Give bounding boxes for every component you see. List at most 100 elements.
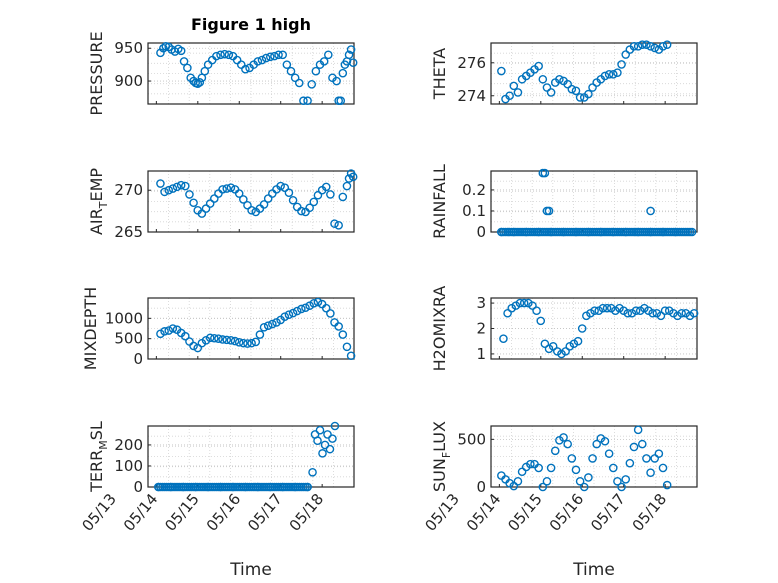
data-point — [575, 93, 585, 102]
data-point — [326, 309, 335, 318]
data-point — [176, 180, 186, 190]
data-point — [268, 319, 277, 329]
data-point — [617, 482, 626, 492]
data-point — [509, 481, 519, 491]
data-point — [278, 50, 288, 60]
data-point — [288, 195, 298, 205]
data-point — [181, 331, 190, 341]
data-point — [623, 308, 633, 318]
data-point — [534, 463, 543, 473]
data-point — [241, 64, 250, 74]
data-point — [334, 221, 343, 230]
data-point — [505, 91, 514, 101]
data-point — [534, 61, 543, 71]
data-point — [212, 51, 221, 61]
data-point — [538, 74, 548, 84]
data-point — [598, 303, 608, 313]
x-tick-label: 05/17 — [587, 490, 629, 535]
data-point — [540, 339, 550, 349]
axes-box — [490, 425, 698, 488]
data-point — [548, 341, 558, 351]
y-tick-label: 270 — [114, 181, 143, 199]
data-point — [315, 425, 325, 435]
y-tick-label: 100 — [114, 457, 143, 475]
data-point — [330, 219, 339, 228]
y-label-sub: T — [97, 201, 110, 209]
data-point — [660, 306, 670, 316]
y-tick-label: 950 — [114, 39, 143, 57]
data-point — [156, 179, 165, 188]
y-label-rest: LUX — [430, 421, 449, 452]
data-point — [176, 46, 186, 56]
data-point — [286, 66, 296, 76]
data-point — [230, 336, 240, 346]
data-point — [303, 482, 312, 492]
data-point — [662, 480, 672, 490]
data-point — [305, 203, 314, 213]
data-point — [579, 482, 589, 492]
data-point — [239, 195, 248, 204]
data-point — [280, 312, 290, 322]
data-point — [218, 335, 227, 344]
y-tick-label: 276 — [457, 54, 486, 72]
data-point — [324, 50, 333, 60]
data-point — [658, 41, 668, 51]
data-point — [590, 306, 599, 316]
data-point — [625, 458, 635, 468]
y-label-main: TERR — [87, 450, 106, 493]
data-point — [255, 330, 265, 339]
y-tick-label: 0 — [133, 350, 143, 368]
data-point — [542, 476, 552, 486]
data-point — [164, 326, 174, 335]
x-tick-label: 05/18 — [286, 490, 328, 535]
data-point — [292, 306, 302, 316]
y-tick-label: 200 — [114, 436, 143, 454]
data-point — [608, 463, 618, 473]
data-point — [346, 351, 356, 361]
data-point — [330, 421, 340, 431]
data-point — [309, 298, 319, 308]
data-point — [613, 476, 622, 486]
data-point — [319, 57, 329, 66]
data-point — [608, 70, 618, 79]
y-label-sub: F — [440, 452, 453, 458]
data-point — [189, 198, 198, 208]
axes-box — [147, 297, 355, 360]
y-tick-label: 0 — [476, 478, 486, 496]
y-tick-label: 0 — [133, 478, 143, 496]
data-point — [305, 301, 314, 311]
y-axis-label: PRESSURE — [87, 31, 106, 115]
x-tick-label: 05/15 — [161, 490, 203, 535]
y-axis-label: THETA — [430, 48, 449, 100]
data-point — [205, 333, 215, 343]
data-point — [648, 308, 657, 318]
data-point — [226, 335, 236, 345]
data-point — [654, 449, 664, 458]
data-point — [528, 301, 537, 310]
data-point — [617, 60, 626, 69]
data-point — [313, 190, 323, 200]
data-point — [309, 197, 319, 207]
data-point — [261, 53, 271, 63]
data-point — [342, 181, 352, 191]
data-point — [172, 182, 182, 192]
data-point — [218, 185, 227, 194]
data-point — [571, 86, 581, 96]
data-point — [346, 45, 356, 54]
data-point — [658, 463, 668, 473]
data-point — [288, 308, 298, 318]
data-point — [542, 83, 552, 92]
data-point — [513, 88, 523, 97]
y-axis-label: TERRMSL — [87, 421, 110, 493]
data-point — [559, 433, 568, 442]
x-tick-label: 05/14 — [463, 490, 505, 535]
data-point — [561, 347, 570, 356]
x-axis-label-right: Time — [572, 560, 615, 580]
data-point — [536, 316, 546, 326]
data-point — [251, 337, 261, 347]
data-point — [160, 327, 169, 336]
data-point — [325, 444, 335, 454]
data-point — [263, 321, 273, 330]
data-point — [621, 475, 631, 484]
data-point — [193, 343, 203, 353]
